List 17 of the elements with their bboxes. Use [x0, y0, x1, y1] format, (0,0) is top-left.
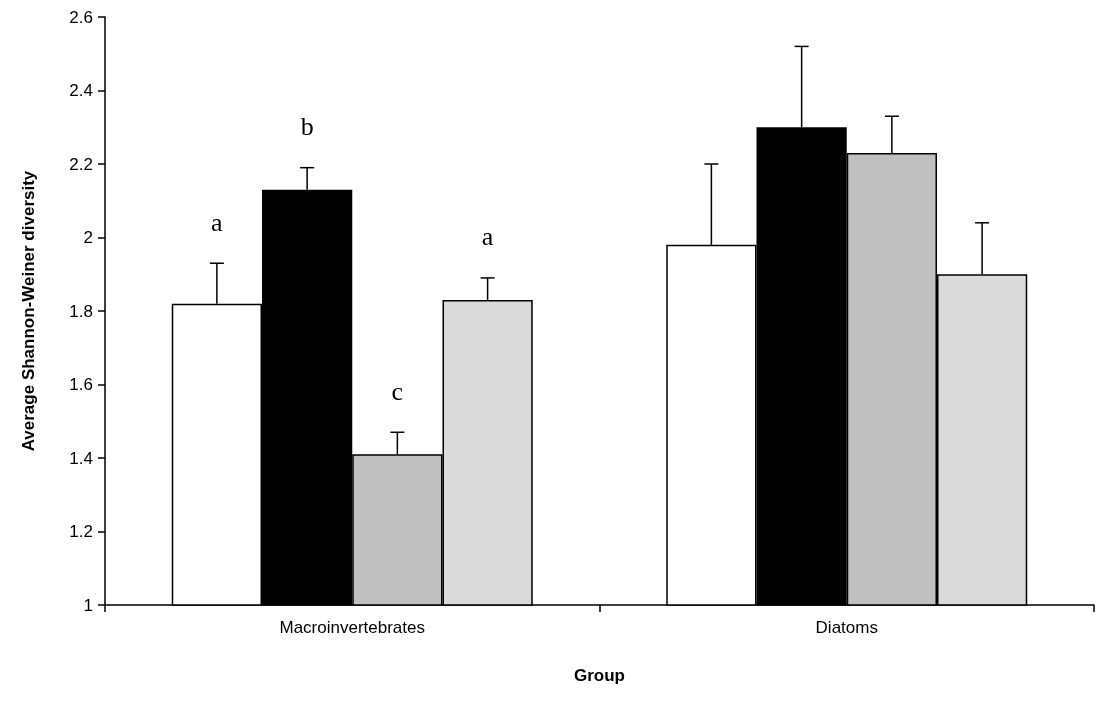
y-tick-label: 1.8 — [69, 301, 93, 321]
y-tick-label: 2.2 — [69, 154, 93, 174]
y-tick-label: 2 — [83, 228, 93, 247]
data-label: c — [391, 376, 404, 406]
data-label: b — [300, 112, 314, 142]
y-tick-label: 2.6 — [69, 7, 93, 27]
x-tick-label: Diatoms — [815, 618, 878, 637]
x-tick-label: Macroinvertebrates — [279, 618, 426, 637]
data-label: a — [481, 222, 494, 252]
y-tick-label: 1.4 — [69, 448, 93, 468]
y-tick-label: 1.2 — [69, 522, 93, 541]
y-tick-label: 1.6 — [69, 375, 93, 394]
data-label: a — [211, 207, 224, 237]
y-axis-title: Average Shannon-Weiner diversity — [19, 170, 38, 452]
x-axis-title: Group — [574, 666, 625, 685]
y-tick-label: 1 — [83, 595, 93, 615]
y-tick-label: 2.4 — [69, 81, 93, 100]
